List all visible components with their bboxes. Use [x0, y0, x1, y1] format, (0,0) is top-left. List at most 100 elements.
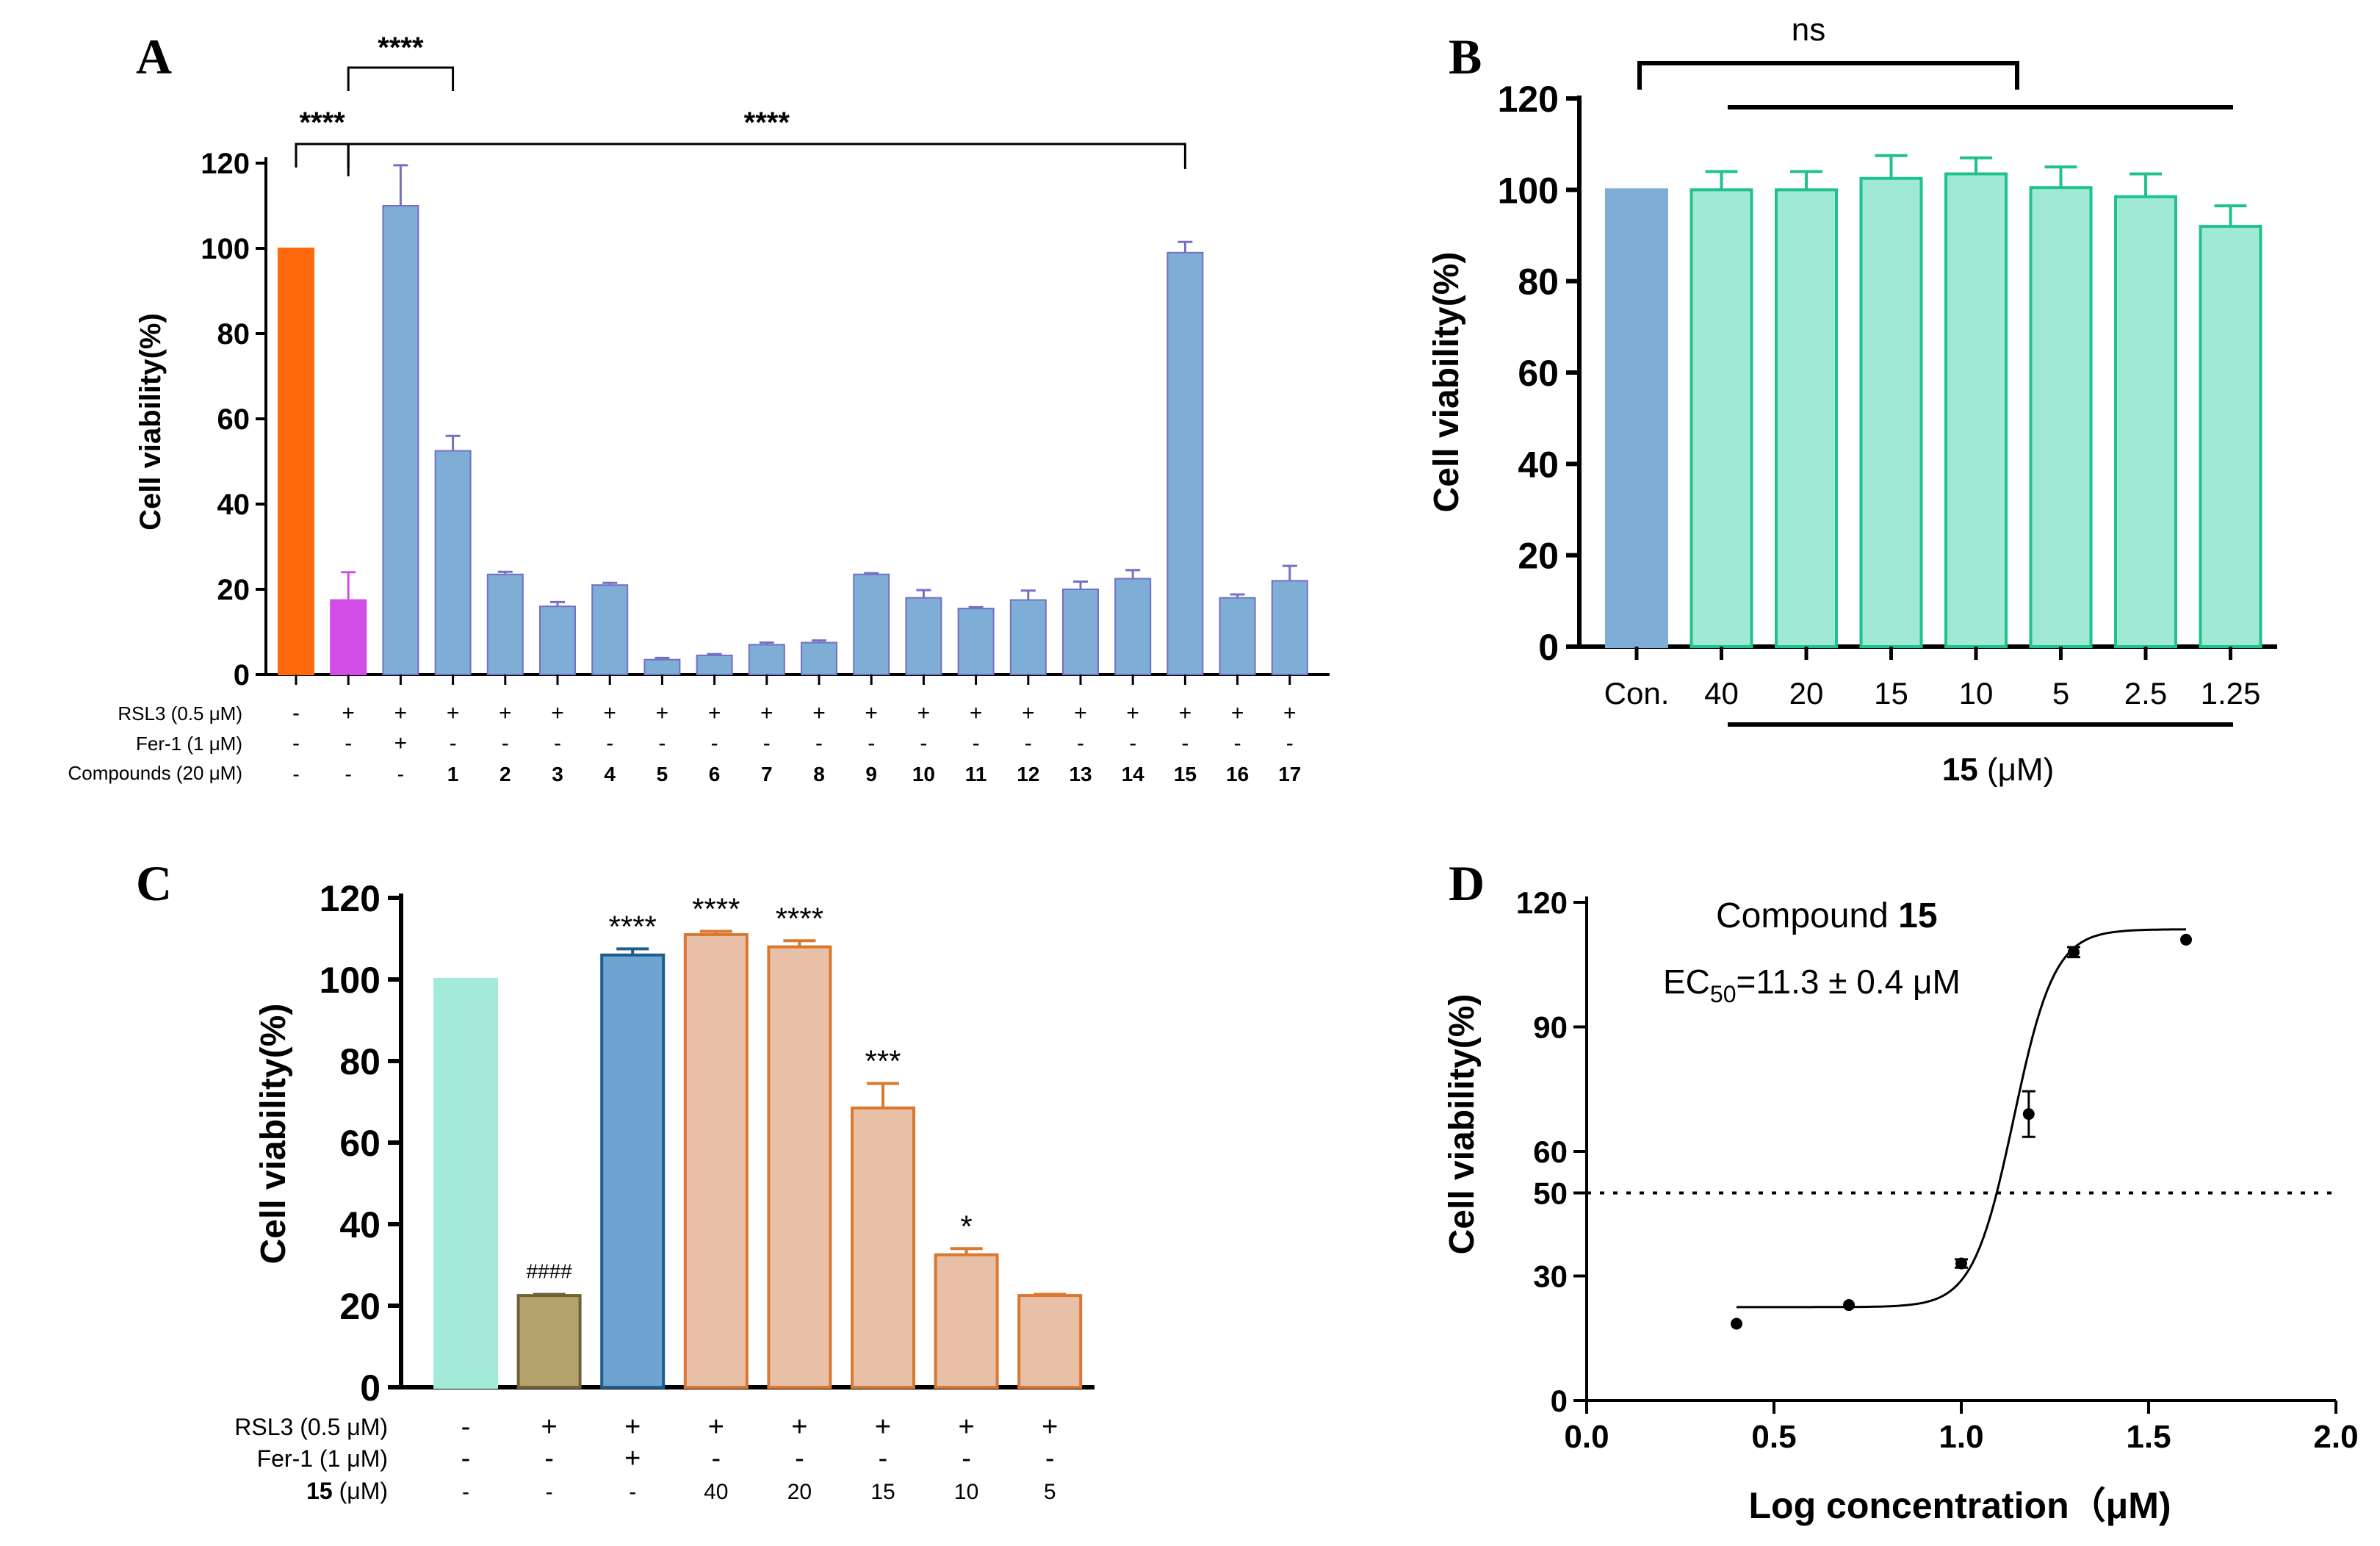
panel-b-bar: [2114, 195, 2177, 648]
panel-d-x-tick-label: 0.5: [1751, 1419, 1796, 1455]
panel-d-title-prefix: Compound: [1716, 896, 1898, 935]
panel-a-fer-mark: -: [1181, 731, 1189, 755]
panel-b-y-tick-label: 100: [1498, 170, 1559, 211]
panel-b-x-tick-label: 1.25: [2201, 676, 2261, 711]
panel-a-bar: [643, 658, 681, 676]
panel-a-compound-mark: 5: [657, 763, 668, 785]
panel-c-bar: [934, 1253, 999, 1389]
panel-a-compound-mark: 2: [500, 763, 511, 785]
panel-d-y-tick-label: 60: [1533, 1135, 1568, 1169]
panel-b-bar: [1859, 176, 1923, 648]
panel-d-ec50: EC50=11.3 ± 0.4 μM: [1663, 963, 1961, 1007]
panel-d-data-point: [2180, 933, 2192, 946]
panel-b-bar: [1944, 172, 2008, 648]
panel-c-row-label-conc: 15 (μM): [306, 1478, 388, 1504]
panel-a-bar: [1114, 578, 1152, 675]
panel-d-x-tick-label: 2.0: [2313, 1419, 2358, 1455]
panel-b: B Cell viability(%) 0 20 40 60 80 100 120 Con.…: [1427, 12, 2277, 788]
panel-a-sig-label: ****: [299, 107, 345, 139]
panel-a-sig-bracket: [295, 143, 350, 168]
panel-a-y-axis: 0 20 40 60 80 100 120: [201, 148, 1330, 691]
panel-b-x-axis-title-unit: (μM): [1978, 752, 2055, 788]
panel-c-sig-label: ****: [692, 892, 740, 927]
panel-a-fer-mark: -: [554, 731, 561, 755]
panel-a-rsl3-mark: +: [812, 701, 826, 725]
panel-a-bar: [539, 605, 576, 676]
panel-d-y-tick-label: 50: [1533, 1176, 1568, 1211]
panel-a-compound-mark: 13: [1069, 763, 1092, 785]
panel-a-bar: [382, 205, 419, 675]
panel-a-compound-mark: 16: [1226, 763, 1249, 785]
panel-a-sig-bracket: [347, 66, 455, 91]
panel-a-rsl3-mark: -: [292, 701, 300, 725]
panel-a-sig-bracket: [347, 143, 1186, 176]
panel-b-y-axis-title: Cell viability(%): [1427, 252, 1466, 513]
panel-b-bar: [1690, 188, 1753, 649]
panel-c-fer-mark: -: [711, 1443, 721, 1474]
panel-d-y-tick-label: 0: [1551, 1384, 1568, 1418]
panel-a-bar: [696, 654, 733, 676]
panel-a-bar: [853, 573, 890, 676]
panel-a-fer-mark: -: [973, 731, 980, 755]
panel-a-letter: A: [136, 29, 172, 85]
panel-a-rsl3-mark: +: [1022, 701, 1035, 725]
panel-c-y-tick-label: 60: [339, 1123, 381, 1164]
panel-c-sig-label: ***: [865, 1044, 901, 1079]
panel-a-bar: [957, 608, 995, 675]
panel-a-row-label-fer: Fer-1 (1 μM): [136, 733, 242, 755]
panel-a-sig-label: ****: [744, 107, 790, 139]
panel-d-x-tick-label: 1.0: [1939, 1419, 1983, 1455]
panel-a-rsl3-mark: +: [970, 701, 983, 725]
panel-a-bar: [1166, 251, 1204, 675]
panel-c-bar: [683, 932, 749, 1389]
panel-a-rsl3-mark: +: [1179, 701, 1192, 725]
panel-c-fer-mark: -: [1045, 1443, 1055, 1474]
panel-d-plot: [1587, 928, 2336, 1330]
panel-c-conc-mark: 20: [787, 1480, 812, 1504]
panel-b-x-tick-label: 5: [2052, 676, 2069, 711]
panel-a-rsl3-mark: +: [499, 701, 512, 725]
panel-a-bar: [801, 641, 837, 675]
panel-b-bar: [1605, 188, 1668, 649]
panel-c-bar: [767, 945, 832, 1389]
panel-b-x-axis-title-bold: 15: [1942, 752, 1978, 788]
panel-a-rsl3-mark: +: [1074, 701, 1087, 725]
panel-a-fer-mark: -: [658, 731, 666, 755]
panel-c-conc-mark: 5: [1044, 1480, 1056, 1504]
panel-c-bar: [851, 1106, 915, 1389]
panel-d-axes: 0 30 50 60 90 120 0.0 0.5 1.0 1.5 2.0: [1516, 885, 2359, 1455]
panel-a-y-tick-label: 120: [201, 148, 250, 180]
panel-c-y-tick-label: 120: [320, 878, 381, 919]
panel-c-row-label-conc-unit: (μM): [333, 1478, 388, 1504]
panel-d-y-axis-title: Cell viability(%): [1443, 994, 1482, 1255]
panel-c-condition-table: RSL3 (0.5 μM) Fer-1 (1 μM) 15 (μM) ---+-…: [234, 1412, 1058, 1504]
panel-b-y-tick-label: 60: [1518, 353, 1559, 394]
panel-a-y-tick-label: 40: [217, 489, 250, 521]
panel-c-bar: [600, 953, 666, 1389]
panel-a-fer-mark: -: [763, 731, 771, 755]
panel-d-x-tick-label: 0.0: [1564, 1419, 1609, 1455]
panel-a-fer-mark: -: [345, 731, 352, 755]
panel-a-rsl3-mark: +: [394, 701, 408, 725]
panel-a-rsl3-mark: +: [760, 701, 774, 725]
panel-a-fer-mark: -: [606, 731, 613, 755]
panel-a-bar: [486, 573, 524, 676]
panel-a-bar: [748, 644, 785, 676]
panel-c-rsl3-mark: +: [541, 1412, 557, 1442]
panel-a-rsl3-mark: +: [447, 701, 460, 725]
panel-c-bar: [1017, 1294, 1083, 1389]
panel-a-bar: [278, 248, 314, 675]
panel-a-bar: [905, 597, 942, 675]
panel-a-y-tick-label: 20: [217, 574, 250, 606]
panel-a-bar: [1219, 597, 1256, 675]
panel-a-compound-mark: -: [397, 763, 404, 785]
panel-a-fer-mark: -: [450, 731, 457, 755]
panel-d-data-point: [1843, 1299, 1855, 1312]
panel-d-letter: D: [1449, 855, 1485, 911]
panel-a: A Cell viability(%) 0 20 40 60 80 100 120 ****…: [68, 29, 1330, 785]
panel-a-significance: **** **** ****: [295, 32, 1186, 176]
panel-b-bar: [2029, 186, 2093, 649]
panel-c: C Cell viability(%) 0 20 40 60 80 100 120 ####…: [136, 855, 1095, 1504]
panel-a-compound-mark: -: [292, 763, 299, 785]
panel-a-bar: [434, 450, 472, 675]
